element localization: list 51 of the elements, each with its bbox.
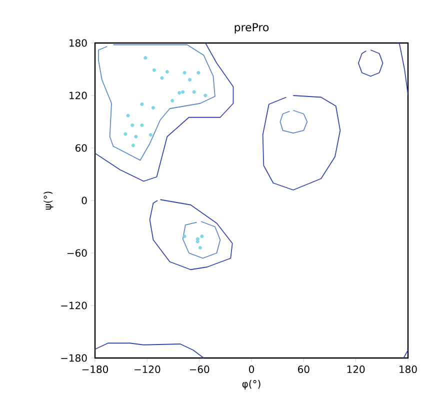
x-axis-title: φ(°) [242, 380, 260, 390]
x-tick-label: 0 [248, 366, 254, 374]
line-series [95, 342, 204, 358]
point [170, 98, 174, 103]
point [144, 56, 148, 60]
point [181, 90, 185, 94]
y-tick-label: −60 [68, 249, 87, 257]
x-tick-label: 180 [400, 366, 417, 374]
x-tick-label: 60 [298, 366, 310, 374]
point [188, 78, 192, 82]
x-tick-label: −60 [190, 366, 210, 374]
y-tick-label: 60 [76, 144, 87, 152]
line-series [149, 199, 233, 270]
point [198, 246, 202, 250]
point [126, 114, 130, 118]
point [182, 234, 186, 238]
point [131, 144, 136, 148]
y-tick-label: −120 [61, 302, 87, 310]
line-series [262, 95, 341, 190]
y-tick-label: 0 [82, 196, 87, 204]
line-series [95, 42, 234, 182]
line-series [280, 110, 308, 134]
line-series [98, 44, 216, 161]
y-tick-label: −180 [61, 354, 87, 362]
point [165, 70, 169, 74]
point [148, 133, 152, 137]
point [204, 94, 208, 98]
point [140, 102, 144, 106]
line-series [182, 221, 221, 259]
x-tick-label: −120 [134, 366, 160, 374]
point [192, 90, 196, 94]
x-tick-label: −180 [82, 366, 108, 374]
point [140, 123, 144, 128]
point [130, 123, 134, 128]
point [196, 237, 200, 241]
y-tick-label: 180 [70, 39, 87, 47]
point [196, 70, 200, 75]
point [152, 68, 156, 72]
chart-title: prePro [234, 23, 269, 34]
point [124, 132, 128, 136]
point [134, 134, 138, 138]
x-tick-label: 120 [347, 366, 365, 374]
point [182, 70, 186, 75]
point [200, 234, 204, 238]
point [196, 240, 200, 244]
y-axis-title: ψ(°) [44, 192, 54, 210]
point [151, 106, 156, 110]
line-series [358, 50, 384, 77]
point [160, 76, 164, 80]
point [178, 91, 182, 95]
y-tick-label: 120 [70, 92, 87, 100]
